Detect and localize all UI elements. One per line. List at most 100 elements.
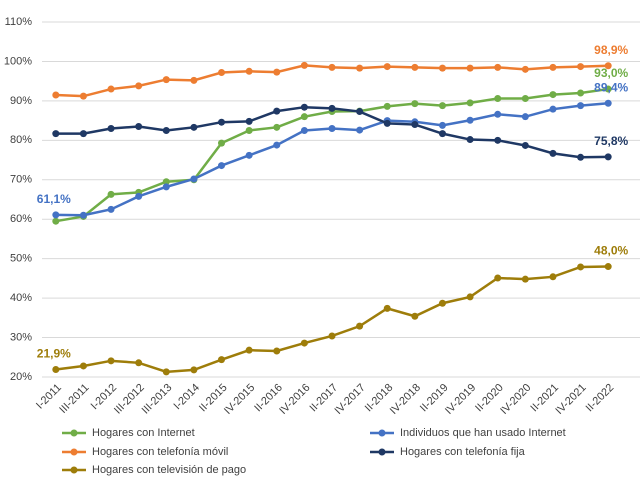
data-point	[218, 162, 226, 170]
y-tick-label: 60%	[10, 213, 32, 225]
data-point	[300, 61, 308, 69]
data-point	[135, 82, 143, 90]
data-point	[411, 121, 419, 129]
data-point	[218, 118, 226, 126]
data-point	[52, 366, 60, 374]
data-point	[135, 192, 143, 200]
data-label: 89,4%	[594, 80, 628, 94]
data-point	[466, 116, 474, 124]
data-label: 93,0%	[594, 66, 628, 80]
data-point	[604, 62, 612, 70]
y-tick-label: 30%	[10, 331, 32, 343]
data-label: 98,9%	[594, 43, 628, 57]
data-point	[411, 100, 419, 108]
data-point	[273, 347, 281, 355]
y-tick-label: 100%	[4, 55, 32, 67]
data-point	[190, 175, 198, 183]
data-point	[521, 95, 529, 103]
x-tick-label: IV-2021	[553, 382, 588, 417]
data-point	[135, 123, 143, 131]
data-point	[383, 119, 391, 127]
data-point	[79, 362, 87, 370]
data-point	[300, 113, 308, 121]
data-point	[107, 205, 115, 213]
data-point	[521, 65, 529, 73]
y-tick-label: 70%	[10, 174, 32, 186]
data-point	[466, 64, 474, 72]
data-point	[162, 368, 170, 376]
data-point	[466, 99, 474, 107]
data-point	[273, 68, 281, 76]
data-point	[245, 126, 253, 134]
data-point	[328, 104, 336, 112]
data-point	[52, 217, 60, 225]
data-point	[604, 99, 612, 107]
data-point	[521, 113, 529, 121]
data-point	[438, 299, 446, 307]
data-point	[52, 91, 60, 99]
y-tick-label: 40%	[10, 292, 32, 304]
data-point	[273, 107, 281, 115]
data-point	[494, 95, 502, 103]
data-point	[356, 126, 364, 134]
legend-label: Individuos que han usado Internet	[400, 427, 566, 439]
data-point	[494, 110, 502, 118]
data-point	[162, 183, 170, 191]
data-point	[521, 275, 529, 283]
data-point	[218, 356, 226, 364]
legend-marker	[70, 429, 78, 437]
data-point	[383, 102, 391, 110]
y-tick-label: 90%	[10, 95, 32, 107]
x-tick-label: IV-2015	[222, 382, 257, 417]
data-point	[273, 123, 281, 131]
data-label: 61,1%	[37, 192, 71, 206]
data-point	[521, 141, 529, 149]
data-point	[604, 153, 612, 161]
data-point	[356, 322, 364, 330]
x-tick-label: III-2013	[140, 382, 175, 417]
data-point	[494, 136, 502, 144]
data-point	[549, 273, 557, 281]
data-point	[383, 63, 391, 71]
data-point	[52, 130, 60, 138]
x-tick-label: IV-2017	[332, 382, 367, 417]
data-point	[245, 67, 253, 75]
x-tick-label: IV-2020	[498, 382, 533, 417]
data-point	[273, 141, 281, 149]
data-point	[411, 63, 419, 71]
data-point	[577, 102, 585, 110]
data-point	[438, 64, 446, 72]
data-point	[356, 108, 364, 116]
legend-marker	[70, 448, 78, 456]
data-point	[577, 263, 585, 271]
data-point	[190, 123, 198, 131]
data-point	[438, 102, 446, 110]
data-point	[438, 121, 446, 129]
data-point	[190, 76, 198, 84]
data-point	[328, 125, 336, 132]
data-point	[604, 85, 612, 93]
legend-label: Hogares con telefonía fija	[400, 446, 526, 458]
data-point	[549, 105, 557, 113]
data-point	[604, 263, 612, 271]
data-point	[107, 85, 115, 93]
data-point	[577, 89, 585, 97]
y-tick-label: 80%	[10, 134, 32, 146]
data-point	[107, 190, 115, 198]
data-point	[107, 125, 115, 132]
x-tick-label: IV-2016	[277, 382, 312, 417]
data-point	[300, 339, 308, 347]
data-point	[494, 274, 502, 282]
data-point	[577, 63, 585, 71]
data-point	[245, 346, 253, 354]
legend-marker	[378, 448, 386, 456]
data-label: 75,8%	[594, 134, 628, 148]
data-point	[162, 76, 170, 84]
data-point	[135, 359, 143, 367]
data-point	[549, 91, 557, 99]
x-tick-label: IV-2019	[443, 382, 478, 417]
data-point	[549, 63, 557, 71]
data-point	[52, 211, 60, 219]
data-point	[79, 92, 87, 100]
